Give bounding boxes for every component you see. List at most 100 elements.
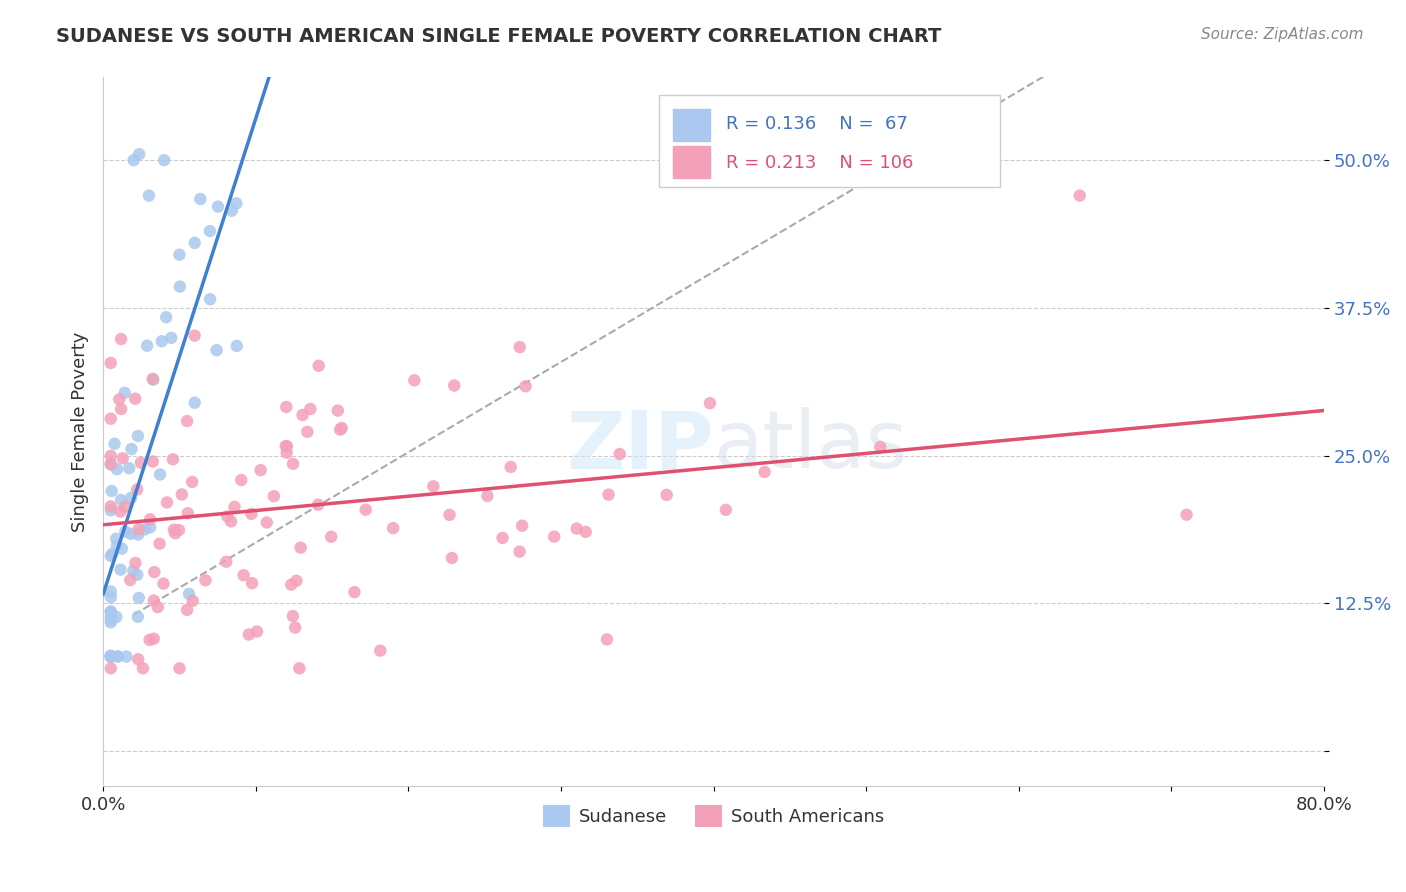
Point xyxy=(281,457,304,471)
Point xyxy=(100,549,122,563)
Point xyxy=(114,385,136,400)
Y-axis label: Single Female Poverty: Single Female Poverty xyxy=(72,332,89,533)
Text: atlas: atlas xyxy=(713,407,908,485)
Point xyxy=(169,661,191,675)
Point xyxy=(139,512,162,526)
Point xyxy=(148,537,170,551)
Point xyxy=(143,565,166,579)
Point xyxy=(1175,508,1198,522)
Point xyxy=(128,591,150,605)
Legend: Sudanese, South Americans: Sudanese, South Americans xyxy=(536,797,891,834)
Point xyxy=(115,649,138,664)
Point xyxy=(225,339,247,353)
Point xyxy=(224,500,246,514)
Point xyxy=(231,473,253,487)
Point xyxy=(100,609,122,624)
Point xyxy=(754,465,776,479)
Point xyxy=(509,340,531,354)
Point xyxy=(565,522,588,536)
Point xyxy=(134,523,156,537)
Bar xyxy=(673,110,710,141)
Point xyxy=(238,627,260,641)
Point xyxy=(382,521,405,535)
Point xyxy=(256,516,278,530)
Point xyxy=(105,462,128,476)
Point xyxy=(128,522,150,536)
Point xyxy=(225,196,247,211)
Point xyxy=(321,530,343,544)
Point xyxy=(509,544,531,558)
Point xyxy=(246,624,269,639)
Point xyxy=(142,372,165,386)
Point xyxy=(100,458,122,472)
Point xyxy=(183,235,205,250)
Point xyxy=(276,439,298,453)
Point xyxy=(100,584,122,599)
Point xyxy=(100,615,122,630)
Point xyxy=(120,573,142,587)
Point xyxy=(219,515,242,529)
Point xyxy=(100,605,122,619)
Point xyxy=(120,491,142,505)
Point xyxy=(127,567,149,582)
Point xyxy=(170,487,193,501)
Point xyxy=(297,425,319,439)
Point xyxy=(105,532,128,546)
Point xyxy=(142,593,165,607)
FancyBboxPatch shape xyxy=(658,95,1001,187)
Point xyxy=(127,652,149,666)
Point xyxy=(160,331,183,345)
Point xyxy=(163,523,186,537)
Point xyxy=(183,395,205,409)
Point xyxy=(284,621,307,635)
Bar xyxy=(673,146,710,178)
Point xyxy=(100,411,122,425)
Point xyxy=(107,649,129,664)
Point xyxy=(110,332,132,346)
Point xyxy=(122,153,145,168)
Point xyxy=(169,248,191,262)
Point xyxy=(308,359,330,373)
Point xyxy=(714,503,737,517)
Point xyxy=(114,500,136,514)
Point xyxy=(291,408,314,422)
Point xyxy=(240,576,263,591)
Point xyxy=(118,461,141,475)
Point xyxy=(124,556,146,570)
Text: SUDANESE VS SOUTH AMERICAN SINGLE FEMALE POVERTY CORRELATION CHART: SUDANESE VS SOUTH AMERICAN SINGLE FEMALE… xyxy=(56,27,942,45)
Point xyxy=(105,610,128,624)
Point xyxy=(404,373,426,387)
Point xyxy=(138,632,160,647)
Point xyxy=(281,609,304,624)
Point xyxy=(609,447,631,461)
Point xyxy=(596,632,619,647)
Point xyxy=(165,526,187,541)
Point xyxy=(326,403,349,417)
Point xyxy=(100,661,122,675)
Point xyxy=(232,568,254,582)
Point xyxy=(105,649,128,664)
Point xyxy=(110,504,132,518)
Point xyxy=(100,649,122,664)
Point xyxy=(142,632,165,646)
Point xyxy=(128,147,150,161)
Point xyxy=(598,488,620,502)
Point xyxy=(263,489,285,503)
Point xyxy=(138,188,160,202)
Point xyxy=(162,452,184,467)
Point xyxy=(655,488,678,502)
Point xyxy=(122,564,145,578)
Point xyxy=(127,609,149,624)
Text: ZIP: ZIP xyxy=(567,407,713,485)
Point xyxy=(1069,188,1091,202)
Point xyxy=(329,423,352,437)
Point xyxy=(155,310,177,325)
Point xyxy=(111,451,134,466)
Point xyxy=(543,530,565,544)
Point xyxy=(129,456,152,470)
Point xyxy=(274,439,297,453)
Point xyxy=(121,442,143,456)
Point xyxy=(136,339,159,353)
Point xyxy=(477,489,499,503)
Point xyxy=(114,524,136,539)
